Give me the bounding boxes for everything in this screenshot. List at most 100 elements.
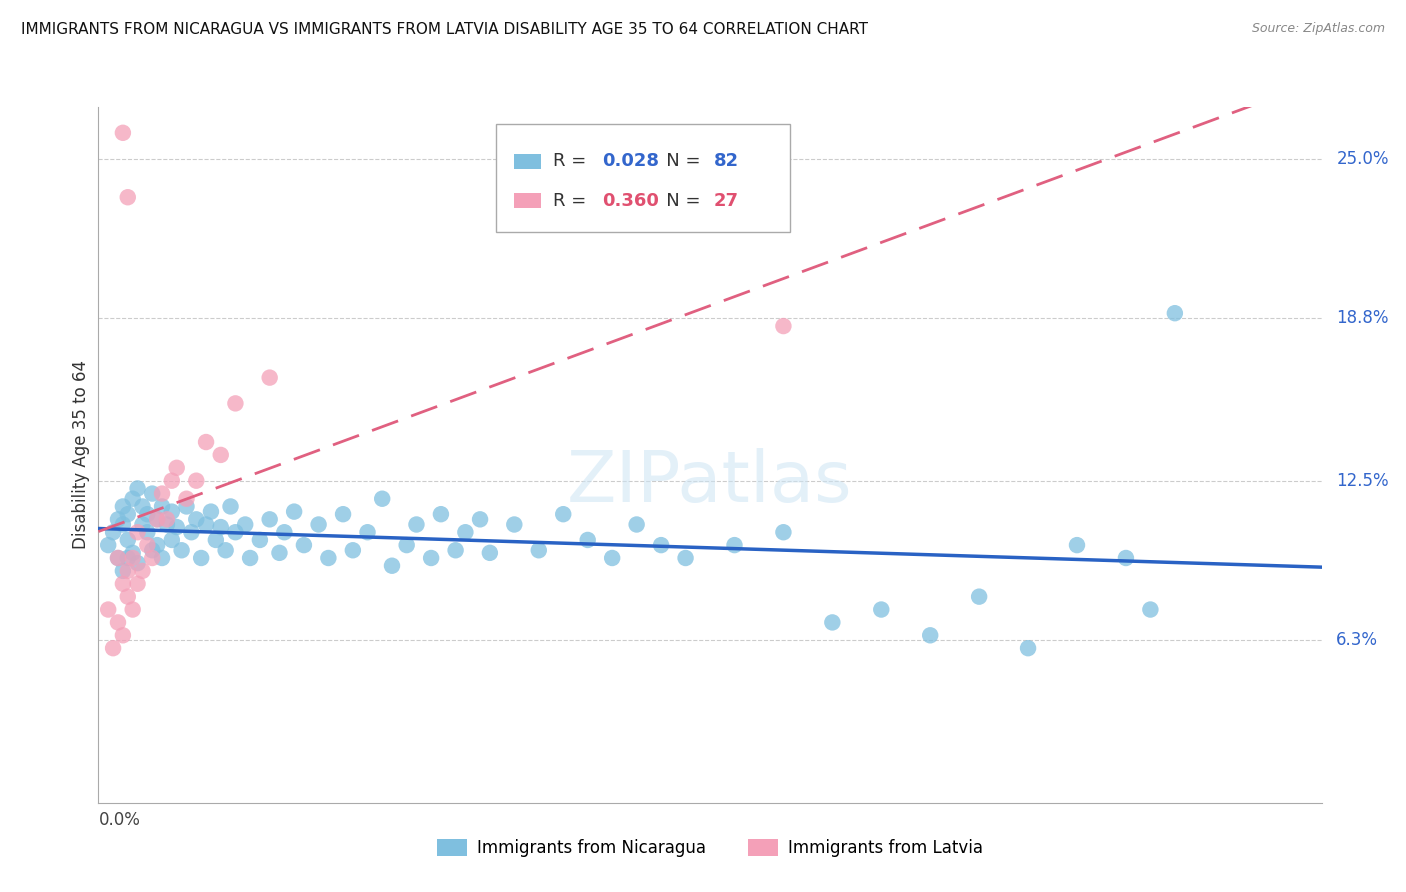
Point xyxy=(136,507,159,521)
Point xyxy=(308,517,330,532)
Point xyxy=(121,551,143,566)
Bar xyxy=(515,153,541,169)
Point xyxy=(186,474,208,488)
Point xyxy=(1066,538,1088,552)
Point xyxy=(503,517,526,532)
Point xyxy=(283,505,305,519)
Point xyxy=(1164,306,1187,320)
Text: 27: 27 xyxy=(714,192,738,210)
Point xyxy=(870,602,893,616)
Point xyxy=(356,525,378,540)
Text: 0.360: 0.360 xyxy=(602,192,659,210)
Text: R =: R = xyxy=(554,153,592,170)
Point xyxy=(576,533,599,547)
Point xyxy=(318,551,340,566)
Point xyxy=(1139,602,1161,616)
Point xyxy=(141,551,163,566)
Point xyxy=(395,538,418,552)
Point xyxy=(111,517,134,532)
Legend: Immigrants from Nicaragua, Immigrants from Latvia: Immigrants from Nicaragua, Immigrants fr… xyxy=(430,832,990,864)
Point xyxy=(156,512,179,526)
Point xyxy=(117,190,139,204)
Point xyxy=(166,460,188,475)
Point xyxy=(107,512,129,526)
Text: IMMIGRANTS FROM NICARAGUA VS IMMIGRANTS FROM LATVIA DISABILITY AGE 35 TO 64 CORR: IMMIGRANTS FROM NICARAGUA VS IMMIGRANTS … xyxy=(21,22,868,37)
Text: ZIPatlas: ZIPatlas xyxy=(567,449,853,517)
Point xyxy=(553,507,575,521)
Point xyxy=(371,491,394,506)
Point xyxy=(219,500,242,514)
Point xyxy=(249,533,271,547)
Point xyxy=(269,546,291,560)
Point xyxy=(1017,641,1039,656)
Point xyxy=(131,500,153,514)
Point xyxy=(405,517,427,532)
Point xyxy=(292,538,315,552)
Point xyxy=(117,564,139,578)
Point xyxy=(626,517,648,532)
Point xyxy=(233,517,256,532)
Point xyxy=(967,590,990,604)
Point xyxy=(160,474,183,488)
Point xyxy=(1115,551,1137,566)
Point xyxy=(527,543,550,558)
Point xyxy=(723,538,745,552)
Point xyxy=(111,628,134,642)
Point xyxy=(454,525,477,540)
Point xyxy=(111,500,134,514)
Point xyxy=(141,543,163,558)
Text: N =: N = xyxy=(648,192,706,210)
Point xyxy=(131,564,153,578)
Point xyxy=(200,505,222,519)
Point xyxy=(136,538,159,552)
Point xyxy=(600,551,623,566)
Text: N =: N = xyxy=(648,153,706,170)
Text: Source: ZipAtlas.com: Source: ZipAtlas.com xyxy=(1251,22,1385,36)
Point xyxy=(650,538,672,552)
Point xyxy=(772,525,794,540)
Point xyxy=(101,525,124,540)
Text: 0.028: 0.028 xyxy=(602,153,659,170)
Point xyxy=(146,512,169,526)
Point xyxy=(117,551,139,566)
Text: R =: R = xyxy=(554,192,592,210)
Point xyxy=(127,556,149,570)
Point xyxy=(259,512,281,526)
Point xyxy=(150,551,173,566)
Point xyxy=(430,507,453,521)
Point xyxy=(121,546,143,560)
Point xyxy=(195,435,218,450)
Point xyxy=(920,628,942,642)
Point xyxy=(468,512,491,526)
FancyBboxPatch shape xyxy=(496,124,790,232)
Point xyxy=(127,576,149,591)
Point xyxy=(176,491,198,506)
Point xyxy=(478,546,501,560)
Point xyxy=(97,602,120,616)
Point xyxy=(117,590,139,604)
Point xyxy=(150,486,173,500)
Text: 6.3%: 6.3% xyxy=(1336,632,1378,649)
Point xyxy=(107,551,129,566)
Text: 12.5%: 12.5% xyxy=(1336,472,1389,490)
Point xyxy=(224,396,246,410)
Point xyxy=(205,533,228,547)
Point xyxy=(444,543,467,558)
Point xyxy=(772,319,794,334)
Point xyxy=(214,543,236,558)
Point xyxy=(176,500,198,514)
Point xyxy=(259,370,281,384)
Point xyxy=(166,520,188,534)
Point xyxy=(150,500,173,514)
Point xyxy=(224,525,246,540)
Point xyxy=(101,641,124,656)
Point xyxy=(111,126,134,140)
Point xyxy=(111,564,134,578)
Point xyxy=(273,525,295,540)
Point xyxy=(675,551,697,566)
Point xyxy=(190,551,212,566)
Text: 18.8%: 18.8% xyxy=(1336,310,1389,327)
Point xyxy=(160,505,183,519)
Text: 0.0%: 0.0% xyxy=(98,811,141,830)
Point xyxy=(107,551,129,566)
